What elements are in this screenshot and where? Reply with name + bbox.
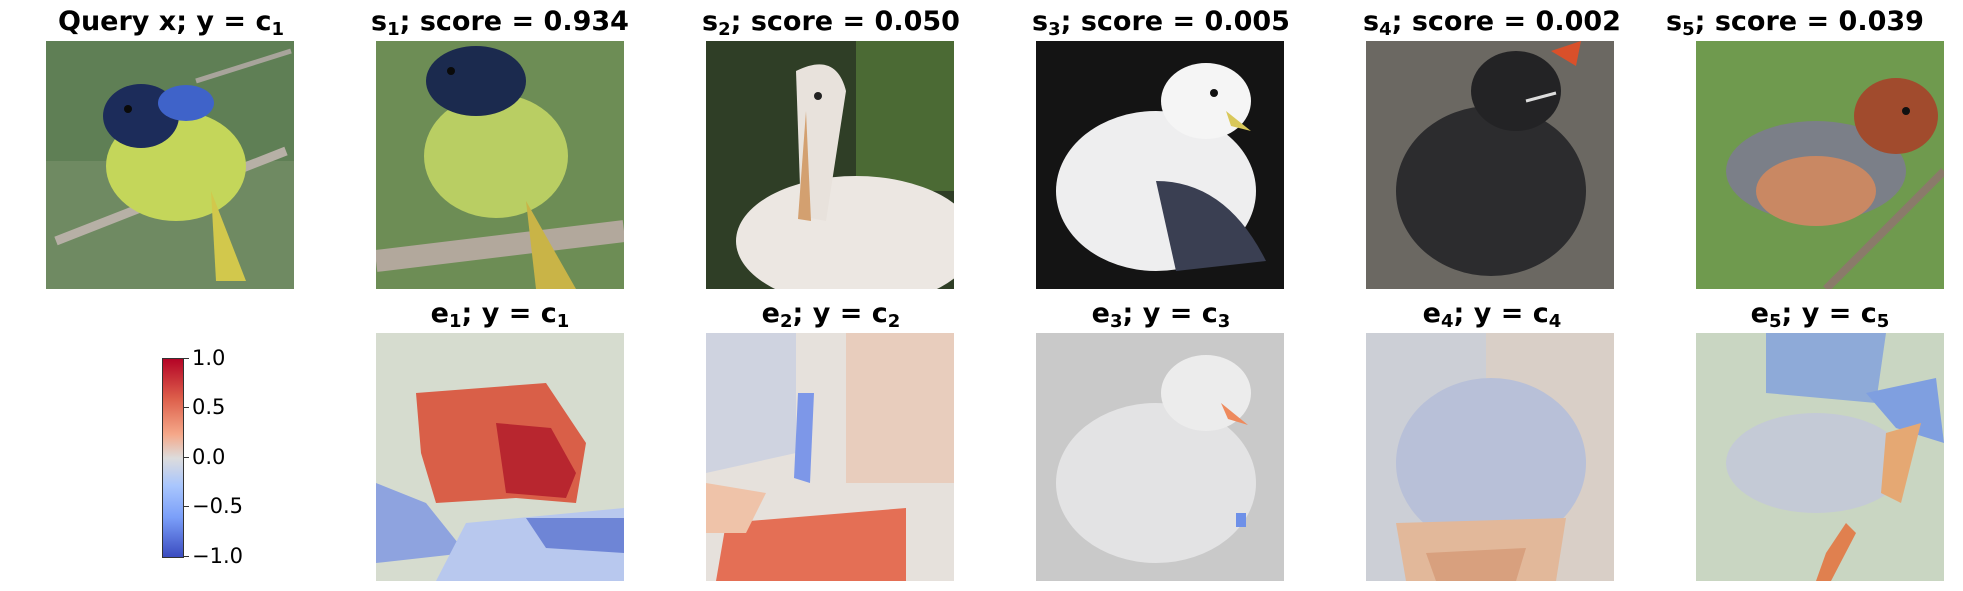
colorbar-tick-label: 1.0 (192, 346, 226, 370)
support-title-1: s1; score = 0.934 (371, 6, 629, 40)
explanation-title-4: e4; y = c4 (1422, 298, 1562, 332)
support-title-5: s5; score = 0.039 (1666, 6, 1924, 40)
colorbar (162, 358, 184, 558)
colorbar-tick (183, 358, 189, 359)
support-image-2 (706, 41, 954, 289)
explanation-heatmap-3 (1036, 333, 1284, 581)
explanation-heatmap-1 (376, 333, 624, 581)
explanation-heatmap-5 (1696, 333, 1944, 581)
colorbar-tick-label: −0.5 (192, 494, 243, 518)
support-image-3 (1036, 41, 1284, 289)
support-title-3: s3; score = 0.005 (1032, 6, 1290, 40)
explanation-title-2: e2; y = c2 (761, 298, 901, 332)
explanation-heatmap-4 (1366, 333, 1614, 581)
support-title-2: s2; score = 0.050 (702, 6, 960, 40)
colorbar-tick-label: −1.0 (192, 544, 243, 568)
explanation-title-5: e5; y = c5 (1750, 298, 1890, 332)
support-image-4 (1366, 41, 1614, 289)
colorbar-tick-label: 0.0 (192, 445, 226, 469)
explanation-title-1: e1; y = c1 (430, 298, 570, 332)
colorbar-tick (183, 506, 189, 507)
support-image-5 (1696, 41, 1944, 289)
colorbar-tick (183, 457, 189, 458)
colorbar-tick (183, 407, 189, 408)
explanation-heatmap-2 (706, 333, 954, 581)
support-image-1 (376, 41, 624, 289)
query-title: Query x; y = c1 (58, 6, 284, 40)
support-title-4: s4; score = 0.002 (1363, 6, 1621, 40)
colorbar-tick-label: 0.5 (192, 395, 226, 419)
query-image (46, 41, 294, 289)
colorbar-tick (183, 556, 189, 557)
explanation-title-3: e3; y = c3 (1091, 298, 1231, 332)
